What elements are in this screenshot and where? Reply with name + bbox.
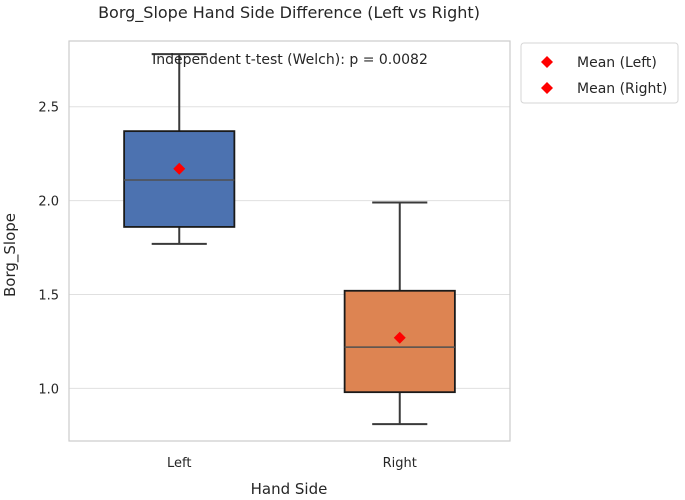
chart-title: Borg_Slope Hand Side Difference (Left vs… bbox=[98, 3, 480, 23]
y-tick-label: 1.0 bbox=[38, 382, 59, 397]
x-tick-label: Right bbox=[383, 456, 417, 471]
legend-marker-left bbox=[541, 56, 553, 68]
box-left bbox=[123, 130, 236, 228]
legend: Mean (Left) Mean (Right) bbox=[520, 42, 679, 104]
annotation-text: Independent t-test (Welch): p = 0.0082 bbox=[152, 52, 428, 68]
x-tick-label: Left bbox=[167, 456, 191, 471]
plot-frame bbox=[68, 40, 511, 442]
y-tick-label: 1.5 bbox=[38, 289, 59, 304]
legend-label-right: Mean (Right) bbox=[577, 81, 667, 97]
x-ticks: Left Right bbox=[167, 456, 417, 471]
legend-frame bbox=[520, 42, 679, 104]
y-axis-label: Borg_Slope bbox=[1, 213, 20, 297]
y-tick-label: 2.0 bbox=[38, 195, 59, 210]
legend-marker-right bbox=[541, 82, 553, 94]
legend-label-left: Mean (Left) bbox=[577, 55, 657, 71]
boxes bbox=[123, 53, 456, 426]
mean-markers bbox=[173, 162, 406, 344]
mean-marker-right bbox=[393, 331, 406, 344]
y-ticks: 1.0 1.5 2.0 2.5 bbox=[38, 101, 59, 398]
y-tick-label: 2.5 bbox=[38, 101, 59, 116]
mean-marker-left bbox=[173, 162, 186, 175]
x-axis-label: Hand Side bbox=[251, 480, 328, 498]
